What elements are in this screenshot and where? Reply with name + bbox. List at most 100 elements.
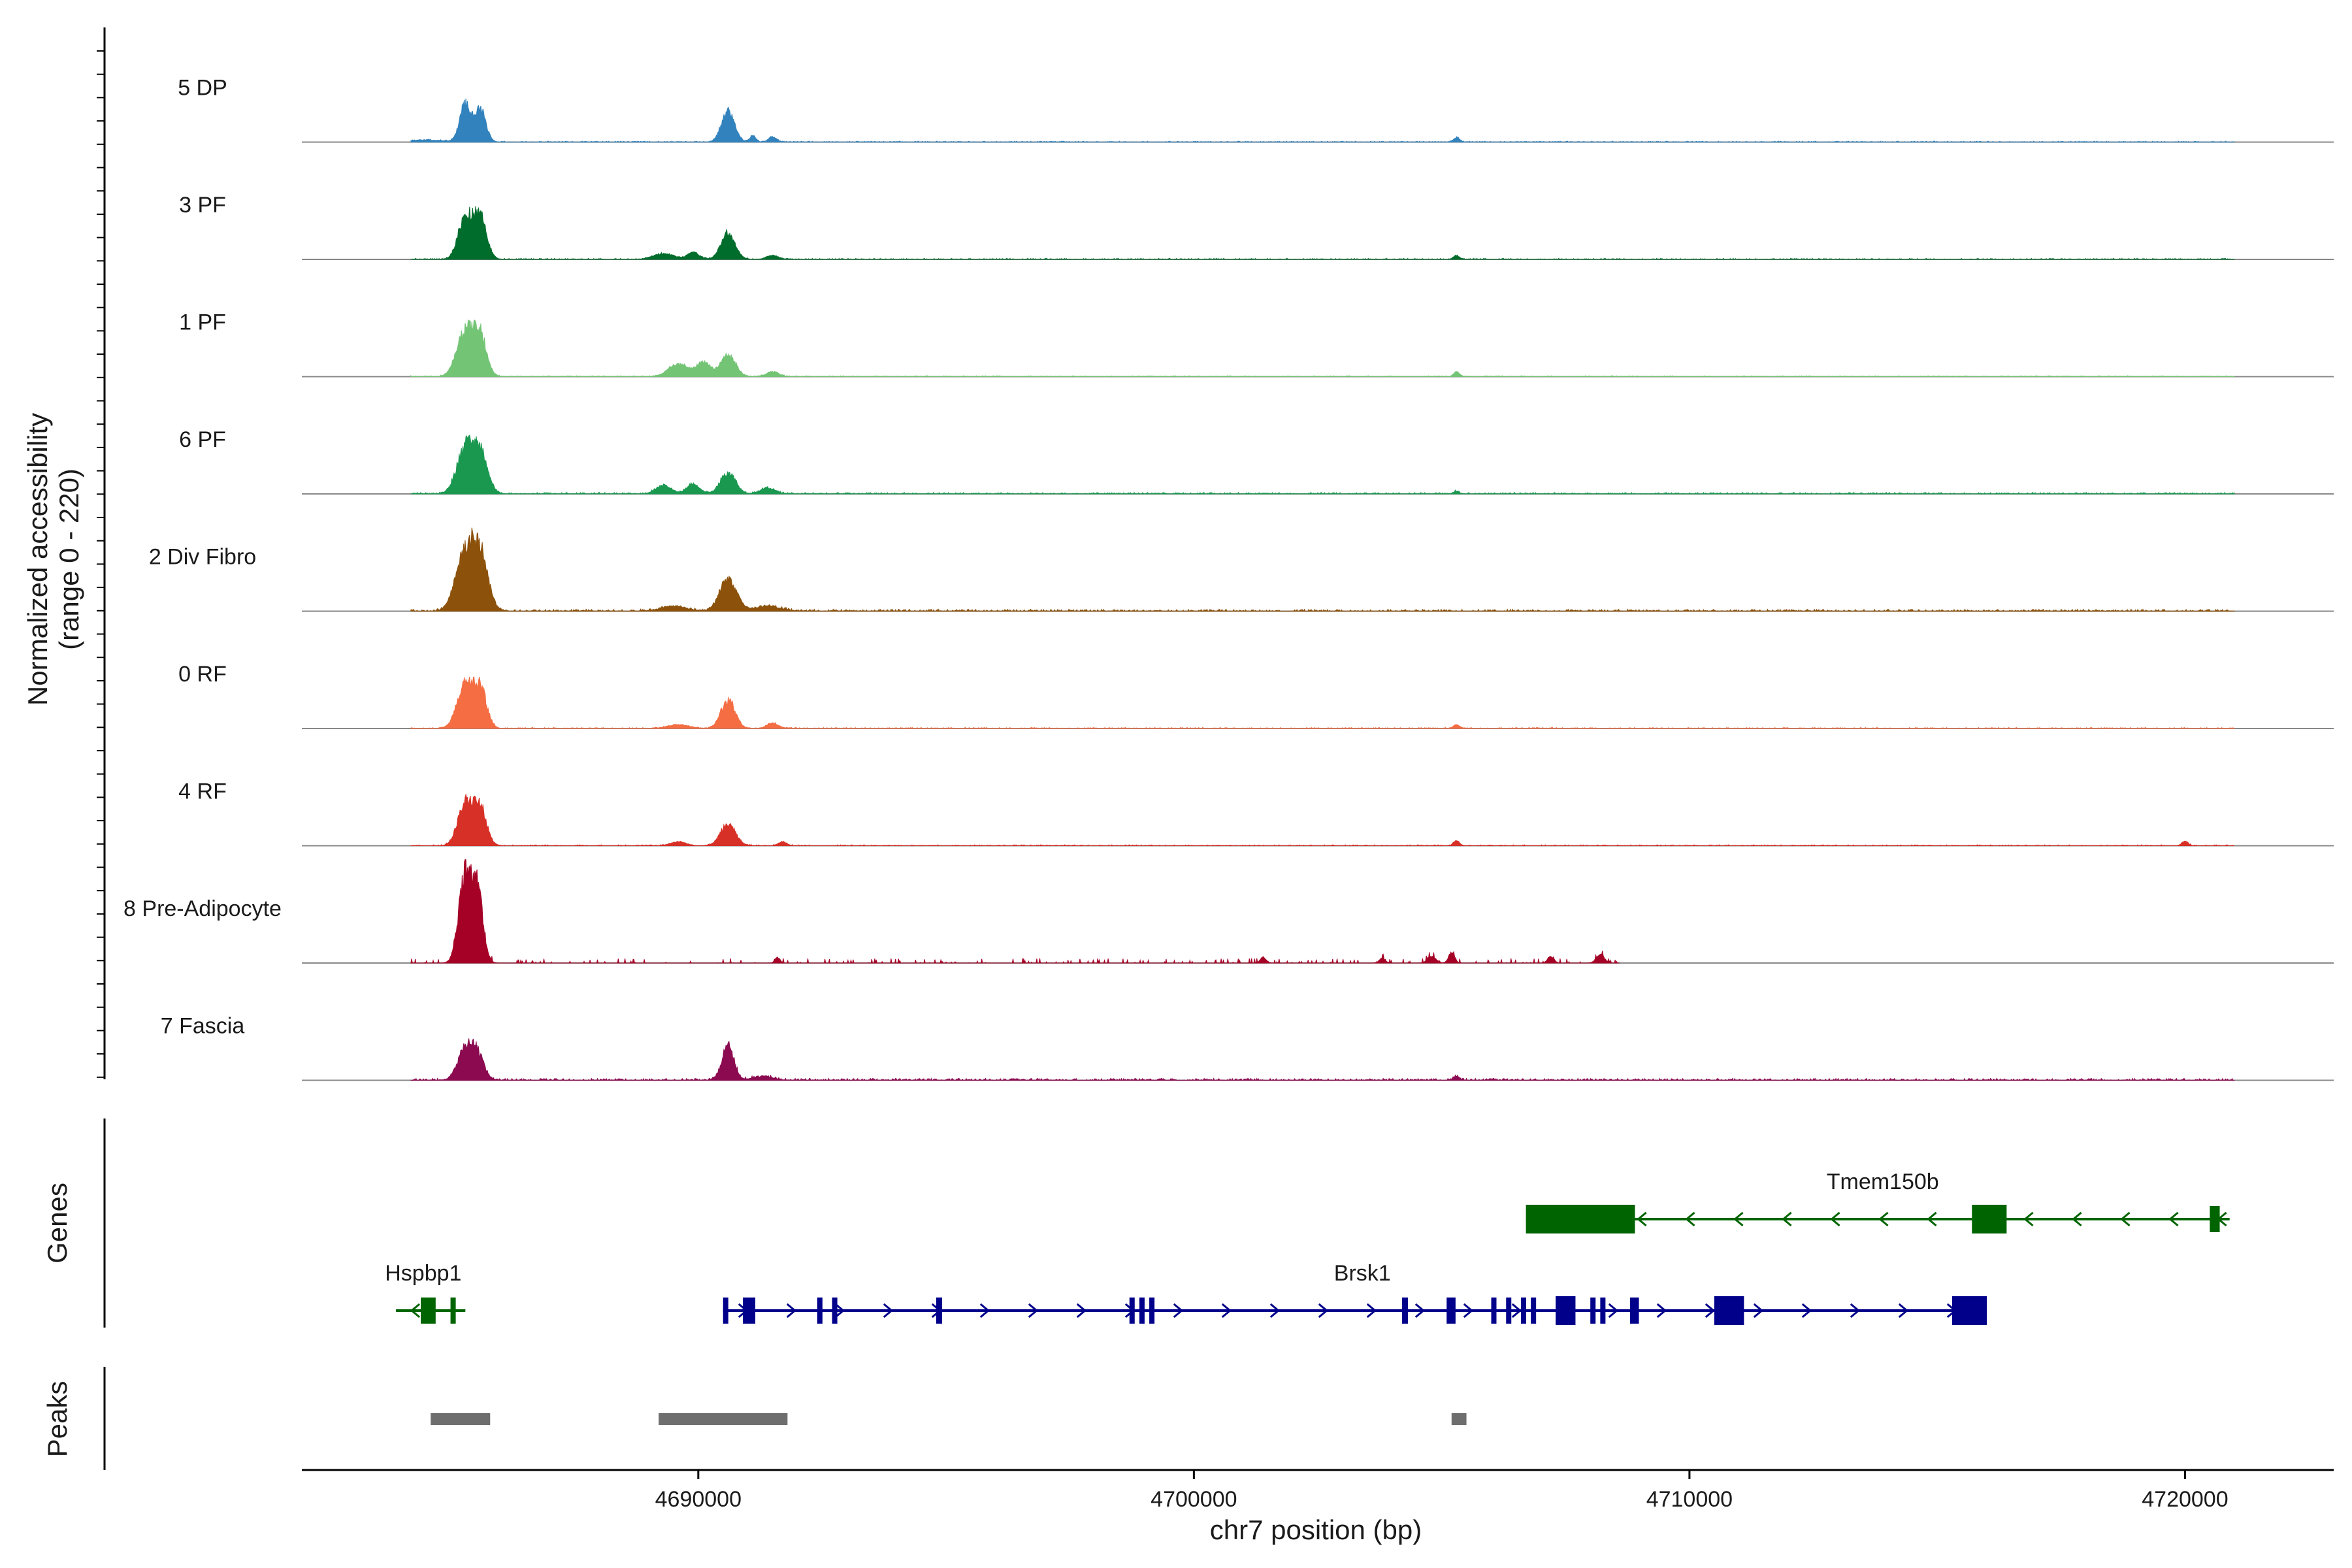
- gene-exon: [1506, 1298, 1512, 1324]
- track-7-fascia: 7 Fascia: [161, 1014, 2334, 1081]
- peaks-axis-label: Peaks: [42, 1381, 73, 1458]
- strand-arrow: [2072, 1211, 2082, 1227]
- strand-arrow: [410, 1303, 421, 1318]
- strand-arrow: [1366, 1303, 1377, 1318]
- gene-exon: [1531, 1298, 1537, 1324]
- strand-arrow: [1511, 1303, 1522, 1318]
- track-3-pf: 3 PF: [179, 193, 2334, 260]
- track-2-div-fibro: 2 Div Fibro: [149, 527, 2334, 612]
- gene-exon: [1972, 1205, 2007, 1233]
- strand-arrow: [1850, 1303, 1861, 1318]
- gene-label: Brsk1: [1334, 1261, 1391, 1286]
- strand-arrow: [1830, 1211, 1840, 1227]
- gene-exon: [1590, 1298, 1596, 1324]
- track-label: 1 PF: [179, 310, 226, 335]
- gene-exon: [817, 1298, 823, 1324]
- coverage-y-axis-title: Normalized accessibility (range 0 - 220): [22, 413, 84, 706]
- x-axis: 4690000 4700000 4710000 4720000 chr7 positi…: [302, 1469, 2334, 1545]
- strand-arrow: [1463, 1303, 1474, 1318]
- gene-exon: [1491, 1298, 1497, 1324]
- track-6-pf: 6 PF: [179, 427, 2334, 495]
- track-0-rf: 0 RF: [178, 662, 2334, 729]
- strand-arrow: [1173, 1303, 1184, 1318]
- strand-arrow: [2168, 1211, 2179, 1227]
- coverage-area: [410, 793, 2234, 847]
- strand-arrow: [1801, 1303, 1812, 1318]
- gene-exon: [936, 1298, 943, 1324]
- gene-exon: [1629, 1298, 1639, 1324]
- gene-exon: [1556, 1296, 1576, 1325]
- track-1-pf: 1 PF: [179, 310, 2334, 378]
- peak-region: [1451, 1413, 1467, 1425]
- peaks-panel: Peaks: [42, 1367, 1467, 1470]
- strand-arrow: [1927, 1211, 1937, 1227]
- coverage-area: [410, 434, 2235, 495]
- strand-arrow: [1414, 1303, 1426, 1318]
- x-tick-label: 4690000: [655, 1487, 742, 1512]
- coverage-y-label-line2: (range 0 - 220): [54, 468, 84, 650]
- strand-arrow: [1656, 1303, 1667, 1318]
- track-label: 3 PF: [179, 193, 226, 218]
- gene-exon: [450, 1298, 456, 1324]
- gene-exon: [1714, 1296, 1744, 1325]
- gene-hspbp1: Hspbp1: [385, 1261, 466, 1324]
- strand-arrow: [1685, 1211, 1695, 1227]
- strand-arrow: [2023, 1211, 2034, 1227]
- strand-arrow: [883, 1303, 894, 1318]
- strand-arrow: [1608, 1303, 1619, 1318]
- strand-arrow: [786, 1303, 797, 1318]
- gene-exon: [1521, 1298, 1526, 1324]
- gene-exon: [1952, 1296, 1987, 1325]
- strand-arrow: [979, 1303, 990, 1318]
- track-label: 0 RF: [178, 662, 227, 687]
- gene-exon: [421, 1298, 436, 1324]
- coverage-area: [410, 206, 2235, 260]
- coverage-y-axis: [97, 27, 106, 1079]
- track-8-pre-adipocyte: 8 Pre-Adipocyte: [123, 859, 2334, 964]
- peak-region: [659, 1413, 788, 1425]
- strand-arrow: [2120, 1211, 2131, 1227]
- gene-exon: [1401, 1298, 1409, 1324]
- strand-arrow: [834, 1303, 845, 1318]
- coverage-area: [410, 676, 2235, 729]
- track-5-dp: 5 DP: [178, 76, 2334, 143]
- track-label: 2 Div Fibro: [149, 545, 256, 570]
- gene-exon: [743, 1298, 756, 1324]
- gene-exon: [1600, 1298, 1606, 1324]
- gene-brsk1: Brsk1: [723, 1261, 1987, 1325]
- track-label: 5 DP: [178, 76, 227, 101]
- gene-label: Tmem150b: [1827, 1169, 1939, 1194]
- coverage-tracks: 5 DP 3 PF 1 PF 6 PF 2 Div Fibro 0 RF 4 RF 8 Pre…: [123, 76, 2334, 1081]
- gene-exon: [1129, 1298, 1135, 1324]
- gene-exon: [1139, 1298, 1145, 1324]
- gene-exon: [1446, 1298, 1456, 1324]
- strand-arrow: [1028, 1303, 1039, 1318]
- genes-axis-label: Genes: [42, 1183, 73, 1264]
- gene-exon: [832, 1298, 838, 1324]
- x-axis-label: chr7 position (bp): [1210, 1514, 1422, 1545]
- gene-exon: [723, 1298, 728, 1324]
- coverage-y-label-line1: Normalized accessibility: [22, 413, 53, 706]
- strand-arrow: [1782, 1211, 1792, 1227]
- track-label: 6 PF: [179, 427, 226, 452]
- strand-arrow: [1221, 1303, 1232, 1318]
- coverage-area: [410, 98, 2235, 143]
- track-label: 7 Fascia: [161, 1014, 245, 1039]
- track-label: 4 RF: [178, 779, 227, 804]
- coverage-area: [410, 319, 2235, 378]
- gene-exon: [1149, 1298, 1155, 1324]
- strand-arrow: [1076, 1303, 1087, 1318]
- gene-exon: [1526, 1205, 1635, 1233]
- track-label: 8 Pre-Adipocyte: [123, 896, 282, 921]
- strand-arrow: [1318, 1303, 1329, 1318]
- strand-arrow: [1878, 1211, 1889, 1227]
- track-4-rf: 4 RF: [178, 779, 2334, 847]
- coverage-area: [410, 1038, 2235, 1081]
- genes-panel: Genes Tmem150b Hspbp1 Brsk1: [42, 1119, 2230, 1328]
- gene-label: Hspbp1: [385, 1261, 461, 1286]
- gene-exon: [2210, 1206, 2220, 1232]
- peak-region: [431, 1413, 491, 1425]
- coverage-area: [410, 859, 1620, 964]
- strand-arrow: [1269, 1303, 1281, 1318]
